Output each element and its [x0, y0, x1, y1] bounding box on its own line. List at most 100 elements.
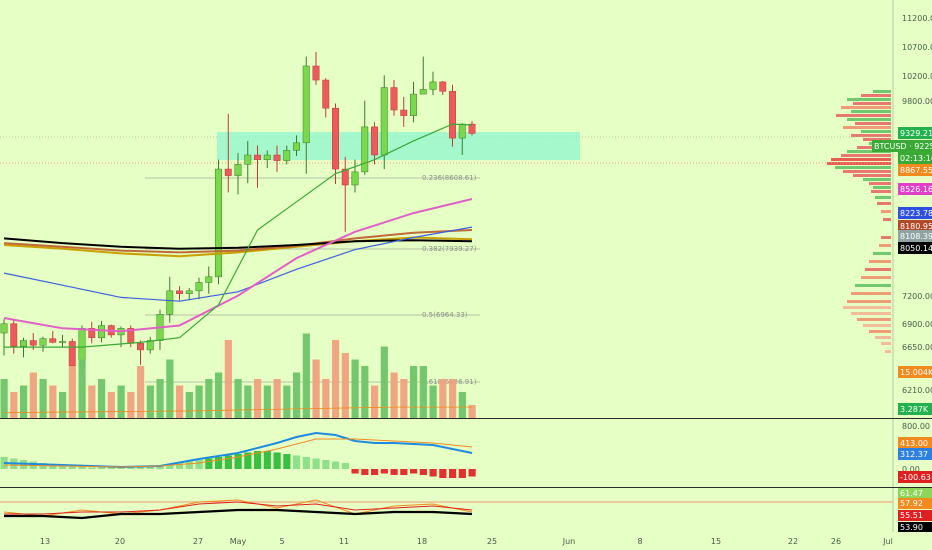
macd-pane[interactable]: 800.00 0.00 413.00 312.37 -100.63 [0, 418, 932, 487]
volume-bar [137, 366, 145, 418]
candle-body [390, 87, 398, 111]
volume-bar [146, 385, 154, 418]
macd-histogram-bar [322, 460, 330, 469]
macd-histogram-bar [68, 466, 76, 469]
macd-histogram-bar [127, 467, 135, 469]
candle-body [49, 338, 57, 343]
macd-histogram-bar [449, 469, 457, 478]
macd-histogram-bar [283, 454, 291, 469]
volume-profile-bar [851, 110, 891, 113]
candle-body [263, 154, 271, 160]
candle-body [351, 171, 359, 186]
volume-profile-bar [843, 170, 891, 173]
volume-bar [439, 379, 447, 418]
price-tag [898, 127, 932, 139]
volume-bar [98, 379, 106, 418]
rsi-tag-label: 55.51 [900, 511, 923, 520]
price-tag [898, 183, 932, 195]
volume-bar [449, 379, 457, 418]
time-axis-label: 27 [193, 537, 203, 546]
candle-body [283, 150, 291, 161]
price-tag [898, 164, 932, 176]
volume-profile-bar [847, 150, 891, 153]
volume-bar [205, 379, 213, 418]
rsi-tag [898, 522, 932, 532]
volume-bar [156, 379, 164, 418]
time-axis-label: 26 [831, 537, 841, 546]
candle-body [293, 142, 300, 151]
price-pane[interactable]: 11200.0010700.0010200.009800.007800.0075… [0, 0, 932, 418]
fib-label: 0.236(8608.61) [422, 174, 477, 182]
candle-body [234, 164, 242, 176]
ma-50-line [3, 237, 473, 250]
volume-bar [234, 379, 242, 418]
macd-histogram-bar [224, 455, 232, 469]
volume-bar [68, 366, 76, 418]
rsi-tag-label: 61.47 [900, 489, 923, 498]
time-axis[interactable]: 13 20 27 May 5 11 18 25 Jun 8 15 22 26 Jul [0, 531, 932, 550]
volume-profile-bar [863, 324, 891, 327]
candle-body [254, 154, 261, 160]
candle-body [429, 81, 437, 90]
volume-profile-bar [881, 236, 891, 239]
volume-bar [400, 379, 408, 418]
volume-profile-bar [835, 166, 891, 169]
price-tag [898, 207, 932, 219]
macd-histogram-bar [234, 454, 242, 469]
candle-body [98, 325, 105, 338]
volume-profile-bar [851, 134, 891, 137]
macd-histogram-bar [166, 464, 174, 469]
rsi-line [4, 508, 473, 520]
fib-label: 0.382(7939.27) [422, 245, 477, 253]
price-chart[interactable]: 11200.0010700.0010200.009800.007800.0075… [0, 0, 932, 418]
price-tick-label: 9800.00 [902, 97, 932, 106]
macd-chart[interactable]: 800.00 0.00 413.00 312.37 -100.63 [0, 419, 932, 487]
candle-body [224, 168, 232, 176]
volume-profile-bar [847, 98, 891, 101]
volume-bar [371, 385, 379, 418]
volume-bar [78, 359, 86, 418]
macd-tag-label: 312.37 [900, 450, 928, 459]
volume-bar [166, 359, 174, 418]
volume-bar [468, 405, 476, 418]
volume-profile-bar [861, 276, 891, 279]
macd-histogram-bar [185, 461, 193, 469]
volume-bar [390, 372, 398, 418]
macd-histogram-bar [351, 469, 359, 474]
stoch-d-line [4, 501, 473, 515]
volume-profile-bar [861, 130, 891, 133]
volume-bar [332, 340, 340, 418]
price-tag-label: BTCUSD · 9225.58 [874, 142, 932, 151]
macd-histogram-bar [312, 458, 320, 469]
time-axis-svg[interactable]: 13 20 27 May 5 11 18 25 Jun 8 15 22 26 Jul [0, 531, 932, 550]
volume-profile-bar [853, 102, 891, 105]
candle-body [185, 290, 193, 294]
volume-bar [244, 385, 252, 418]
ma-20-line [3, 198, 473, 333]
volume-bar [224, 340, 232, 418]
macd-histogram-bar [49, 464, 57, 469]
price-tag [872, 140, 932, 152]
macd-histogram-bar [429, 469, 437, 477]
price-tag-label: 9329.21 [900, 129, 932, 138]
stoch-k-line [3, 499, 473, 517]
candle-body [39, 338, 47, 346]
rsi-pane[interactable]: 61.47 57.92 55.51 53.90 [0, 487, 932, 532]
volume-profile-bar [873, 186, 891, 189]
price-tag-label: 3.287K [900, 405, 929, 414]
time-axis-label: 11 [339, 537, 349, 546]
volume-bar [283, 385, 291, 418]
time-axis-label: 5 [279, 537, 284, 546]
volume-profile-bar [881, 342, 891, 345]
time-axis-label: Jun [562, 537, 576, 546]
volume-bar [0, 379, 8, 418]
candle-body [332, 107, 339, 170]
volume-profile-bar [881, 210, 891, 213]
rsi-tag [898, 498, 932, 509]
price-tag-label: 8867.55 [900, 166, 932, 175]
volume-bar [117, 385, 125, 418]
macd-tag [898, 448, 932, 460]
macd-histogram-bar [361, 469, 369, 475]
